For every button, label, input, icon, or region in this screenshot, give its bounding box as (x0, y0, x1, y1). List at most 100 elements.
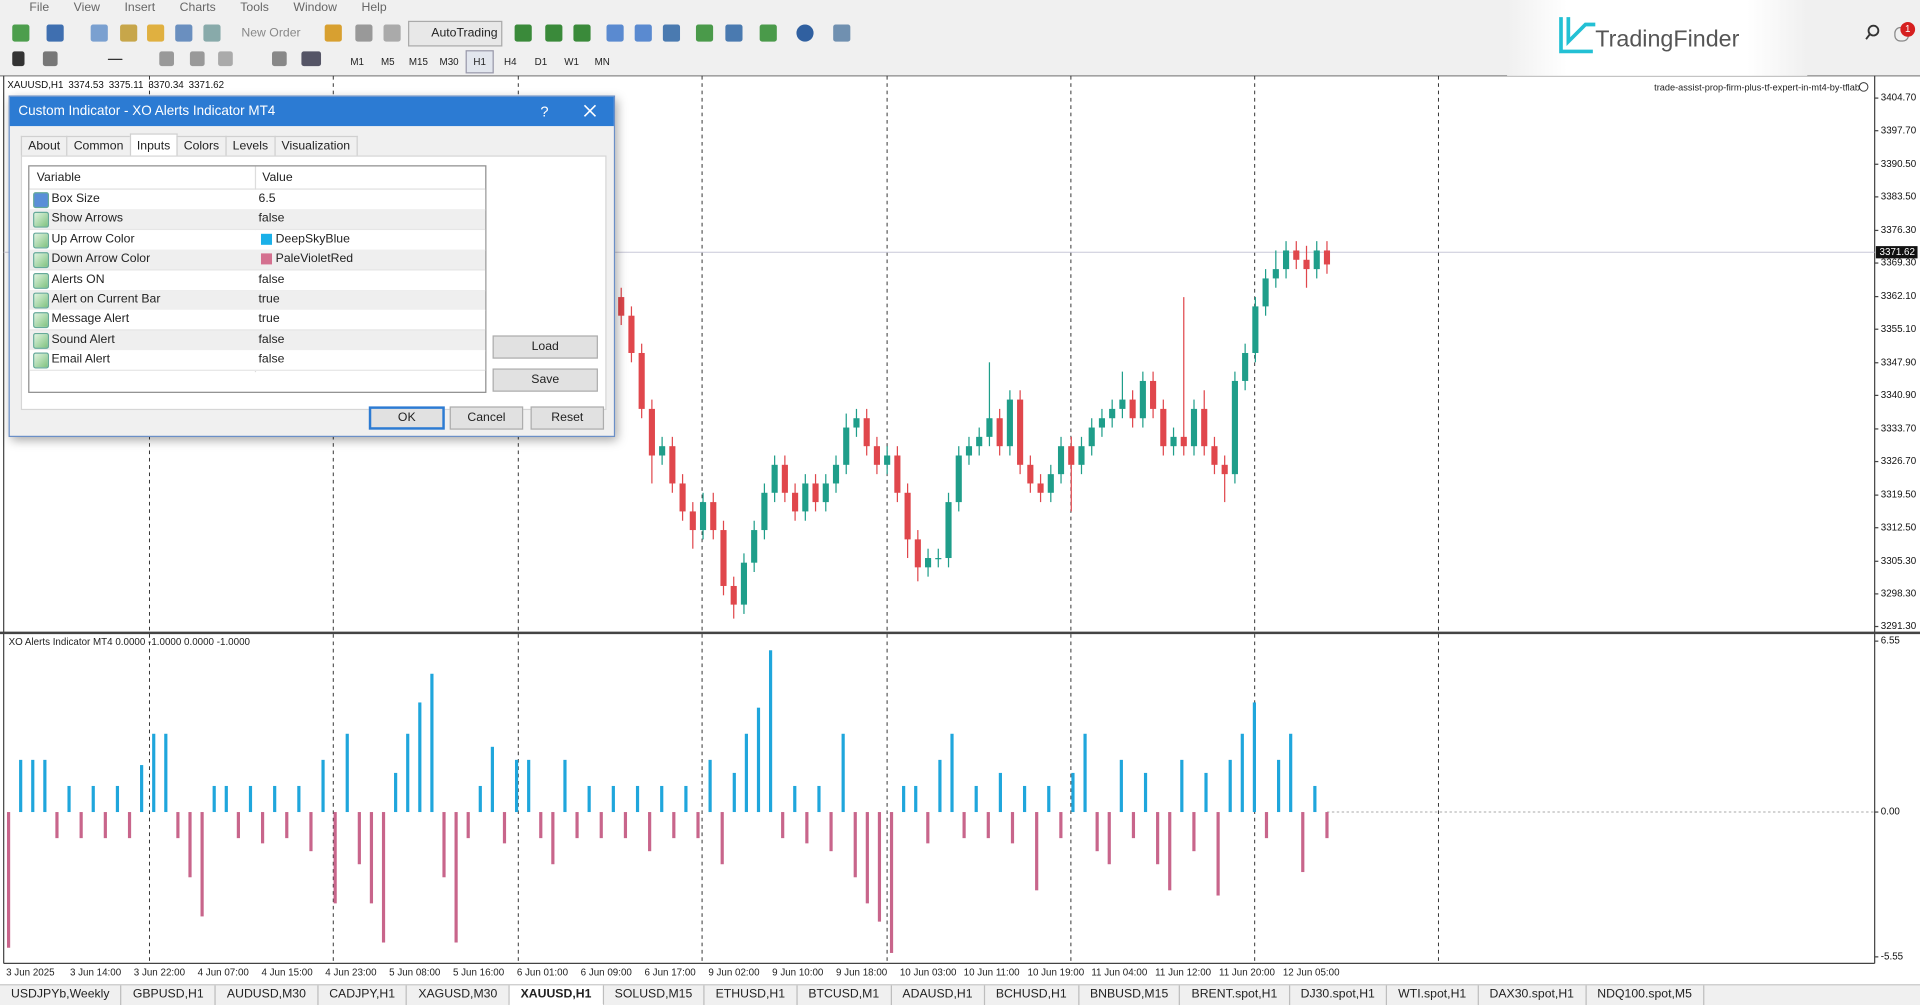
symbol-tab[interactable]: BNBUSD,M15 (1079, 985, 1181, 1005)
toolbar-icon[interactable] (760, 24, 777, 41)
timeframe-button[interactable]: H1 (466, 50, 494, 73)
new-order-button[interactable]: New Order (236, 21, 305, 47)
input-row[interactable]: Email Alertfalse (29, 350, 485, 371)
menu-item[interactable]: Charts (167, 0, 228, 17)
y-tick-label: 3376.30 (1881, 225, 1917, 236)
column-header: Variable (37, 169, 81, 189)
toolbar-icon[interactable] (190, 51, 205, 66)
toolbar-icon[interactable] (325, 24, 342, 41)
input-row[interactable]: Alert on Current Bartrue (29, 290, 485, 311)
input-value: false (259, 350, 285, 370)
toolbar-icon[interactable] (663, 24, 680, 41)
symbol-tab[interactable]: BRENT.spot,H1 (1181, 985, 1290, 1005)
histogram-bar (950, 734, 953, 812)
toolbar-icon[interactable] (833, 24, 850, 41)
dialog-tab[interactable]: Inputs (130, 133, 178, 155)
toolbar-icon[interactable] (218, 51, 233, 66)
toolbar-icon[interactable] (545, 24, 562, 41)
timeframe-button[interactable]: M5 (374, 50, 402, 73)
toolbar-icon[interactable] (12, 24, 29, 41)
toolbar-icon[interactable] (355, 24, 372, 41)
histogram-bar (1253, 702, 1256, 812)
toolbar-icon[interactable] (725, 24, 742, 41)
dialog-tab[interactable]: Levels (225, 136, 275, 156)
symbol-tab[interactable]: WTI.spot,H1 (1387, 985, 1478, 1005)
symbol-tab[interactable]: NDQ100.spot,M5 (1586, 985, 1704, 1005)
symbol-tab[interactable]: DJ30.spot,H1 (1290, 985, 1388, 1005)
toolbar-icon[interactable] (91, 24, 108, 41)
dialog-tab[interactable]: Common (66, 136, 130, 156)
dialog-button[interactable]: OK (369, 406, 445, 429)
help-button[interactable]: ? (540, 103, 548, 120)
toolbar-icon[interactable] (635, 24, 652, 41)
symbol-tab[interactable]: SOLUSD,M15 (604, 985, 705, 1005)
input-row[interactable]: Down Arrow ColorPaleVioletRed (29, 250, 485, 271)
symbol-tab[interactable]: GBPUSD,H1 (122, 985, 216, 1005)
symbol-tab[interactable]: DAX30.spot,H1 (1478, 985, 1586, 1005)
input-value: false (259, 270, 285, 290)
menu-item[interactable]: Help (349, 0, 399, 17)
toolbar-icon[interactable] (573, 24, 590, 41)
menu-item[interactable]: File (17, 0, 61, 17)
symbol-tab[interactable]: USDJPYb,Weekly (0, 985, 122, 1005)
menu-item[interactable]: Insert (112, 0, 167, 17)
timeframe-button[interactable]: H4 (496, 50, 524, 73)
menu-item[interactable]: View (61, 0, 112, 17)
dialog-tab[interactable]: About (21, 136, 68, 156)
input-row[interactable]: Sound Alertfalse (29, 330, 485, 351)
input-row[interactable]: Alerts ON false (29, 270, 485, 291)
symbol-tab[interactable]: XAUUSD,H1 (510, 985, 604, 1005)
histogram-bar (285, 812, 288, 838)
dialog-button[interactable]: Save (493, 368, 598, 391)
symbol-tab[interactable]: ETHUSD,H1 (705, 985, 798, 1005)
input-row[interactable]: Up Arrow ColorDeepSkyBlue (29, 230, 485, 251)
input-name: Alerts ON (51, 270, 104, 290)
timeframe-button[interactable]: W1 (557, 50, 585, 73)
input-row[interactable]: Show Arrowsfalse (29, 210, 485, 231)
candle-body (782, 465, 788, 493)
input-row[interactable]: Message Alerttrue (29, 310, 485, 331)
timeframe-button[interactable]: M1 (343, 50, 371, 73)
search-icon[interactable] (1865, 24, 1882, 41)
symbol-tab[interactable]: ADAUSD,H1 (891, 985, 984, 1005)
dialog-tab[interactable]: Colors (176, 136, 226, 156)
toolbar-icon[interactable] (796, 24, 813, 41)
toolbar-icon[interactable] (43, 51, 58, 66)
autotrading-button[interactable]: AutoTrading (408, 21, 502, 47)
toolbar-icon[interactable] (515, 24, 532, 41)
timeframe-button[interactable]: MN (588, 50, 616, 73)
toolbar-icon[interactable] (120, 24, 137, 41)
toolbar-icon[interactable] (203, 24, 220, 41)
toolbar-icon[interactable] (696, 24, 713, 41)
symbol-tab[interactable]: AUDUSD,M30 (216, 985, 318, 1005)
symbol-tab[interactable]: XAGUSD,M30 (407, 985, 509, 1005)
toolbar-icon[interactable] (272, 51, 287, 66)
histogram-bar (213, 786, 216, 812)
candle-body (1007, 400, 1013, 447)
toolbar-icon[interactable] (47, 24, 64, 41)
symbol-tab[interactable]: BTCUSD,M1 (797, 985, 891, 1005)
menu-item[interactable]: Tools (228, 0, 281, 17)
input-row[interactable]: Box Size6.5 (29, 190, 485, 211)
dialog-button[interactable]: Load (493, 335, 598, 358)
toolbar-icon[interactable] (108, 59, 123, 60)
close-button[interactable] (583, 104, 596, 117)
dialog-tab[interactable]: Visualization (274, 136, 357, 156)
timeframe-button[interactable]: D1 (527, 50, 555, 73)
timeframe-button[interactable]: M30 (435, 50, 463, 73)
toolbar-icon[interactable] (175, 24, 192, 41)
toolbar-icon[interactable] (159, 51, 174, 66)
symbol-tab[interactable]: BCHUSD,H1 (985, 985, 1079, 1005)
toolbar-icon[interactable] (301, 51, 321, 66)
toolbar-icon[interactable] (384, 24, 401, 41)
toolbar-icon[interactable] (147, 24, 164, 41)
dialog-button[interactable]: Reset (531, 406, 605, 429)
timeframe-button[interactable]: M15 (404, 50, 432, 73)
symbol-tab[interactable]: CADJPY,H1 (318, 985, 407, 1005)
candle-body (700, 502, 706, 530)
toolbar-icon[interactable] (12, 51, 24, 66)
toolbar-icon[interactable] (607, 24, 624, 41)
dialog-button[interactable]: Cancel (450, 406, 524, 429)
menu-item[interactable]: Window (281, 0, 349, 17)
x-tick-label: 6 Jun 09:00 (581, 967, 632, 978)
